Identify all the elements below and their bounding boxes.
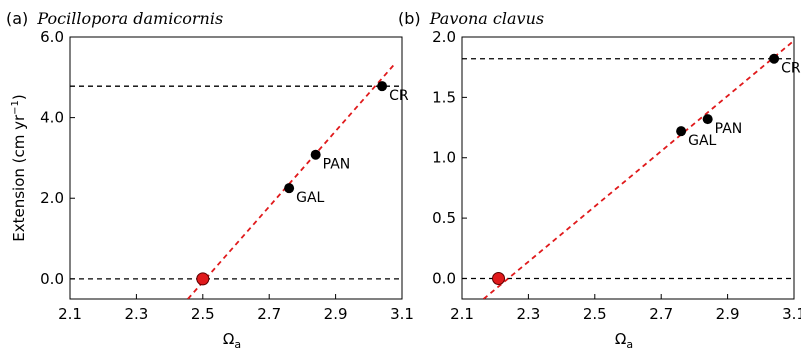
panel-a-species: Pocillopora damicornis [36, 9, 223, 28]
panel-a-ytick-label: 2.0 [40, 189, 64, 207]
panel-a-point-label-pan: PAN [323, 157, 351, 173]
panel-b: (b) Pavona clavus 2.1 2.3 2.5 2.7 2.9 3.1 0.0 0… [398, 9, 801, 351]
panel-a-ylabel-exp: −1 [10, 100, 21, 115]
panel-a-point-label-cr: CR [389, 88, 409, 104]
panel-a: (a) Pocillopora damicornis 2.1 2.3 2.5 2.7 2… [6, 9, 414, 351]
panel-b-species: Pavona clavus [429, 9, 544, 28]
panel-a-xlabel-subscript: a [234, 338, 241, 351]
panel-a-zero-point [196, 272, 210, 286]
panel-b-xtick-label: 2.7 [649, 305, 673, 323]
panel-b-point-label-pan: PAN [715, 121, 743, 137]
panel-a-title: (a) Pocillopora damicornis [6, 9, 223, 28]
panel-a-point-pan [310, 149, 321, 160]
panel-a-ylabel-close: ) [10, 94, 28, 100]
panel-b-xtick-label: 3.1 [782, 305, 801, 323]
panel-b-ytick-label: 1.5 [432, 88, 456, 106]
panel-a-axes-frame [69, 36, 403, 300]
panel-b-point-label-gal: GAL [688, 133, 716, 149]
panel-a-ylabel: Extension (cm yr−1) [10, 94, 28, 242]
panel-b-point-gal [676, 126, 687, 137]
panel-b-ytick-label: 0.5 [432, 209, 456, 227]
panel-b-xlabel-subscript: a [626, 338, 633, 351]
panel-b-xtick-label: 2.1 [450, 305, 474, 323]
panel-b-zero-point [492, 271, 506, 285]
panel-b-plot-area [462, 39, 794, 299]
panel-b-xlabel-symbol: Ω [615, 330, 626, 348]
panel-b-fit-line [483, 39, 794, 299]
panel-a-ylabel-unit: (cm yr [10, 114, 28, 163]
panel-a-fit-line [187, 62, 397, 299]
panel-a-point-label-gal: GAL [296, 190, 324, 206]
panel-b-xtick-label: 2.3 [516, 305, 540, 323]
panel-b-xtick-label: 2.9 [716, 305, 740, 323]
panel-b-label: (b) [398, 9, 421, 28]
panel-a-xtick-label: 3.1 [390, 305, 414, 323]
panel-b-ytick-label: 1.0 [432, 149, 456, 167]
panel-a-xtick-label: 2.5 [191, 305, 215, 323]
panel-b-ytick-label: 2.0 [432, 28, 456, 46]
panel-b-point-label-cr: CR [781, 61, 801, 77]
panel-b-xlabel: Ωa [615, 330, 633, 351]
panel-a-xtick-label: 2.9 [324, 305, 348, 323]
panel-a-xtick-label: 2.7 [257, 305, 281, 323]
panel-a-point-gal [284, 183, 295, 194]
panel-a-xtick-label: 2.3 [124, 305, 148, 323]
panel-a-ytick-label: 4.0 [40, 109, 64, 127]
panel-a-ylabel-text: Extension [10, 163, 28, 241]
panel-a-xlabel: Ωa [223, 330, 241, 351]
panel-a-point-cr [377, 81, 388, 92]
panel-a-ytick-label: 6.0 [40, 28, 64, 46]
panel-b-point-cr [769, 53, 780, 64]
panel-b-axes-frame [461, 36, 795, 300]
panel-b-ytick-label: 0.0 [432, 269, 456, 287]
panel-b-point-pan [702, 114, 713, 125]
panel-a-ytick-label: 0.0 [40, 270, 64, 288]
panel-b-title: (b) Pavona clavus [398, 9, 544, 28]
panel-a-xtick-label: 2.1 [58, 305, 82, 323]
panel-a-plot-area [70, 62, 402, 299]
panel-b-xtick-label: 2.5 [583, 305, 607, 323]
panel-a-label: (a) [6, 9, 28, 28]
panel-a-xlabel-symbol: Ω [223, 330, 234, 348]
